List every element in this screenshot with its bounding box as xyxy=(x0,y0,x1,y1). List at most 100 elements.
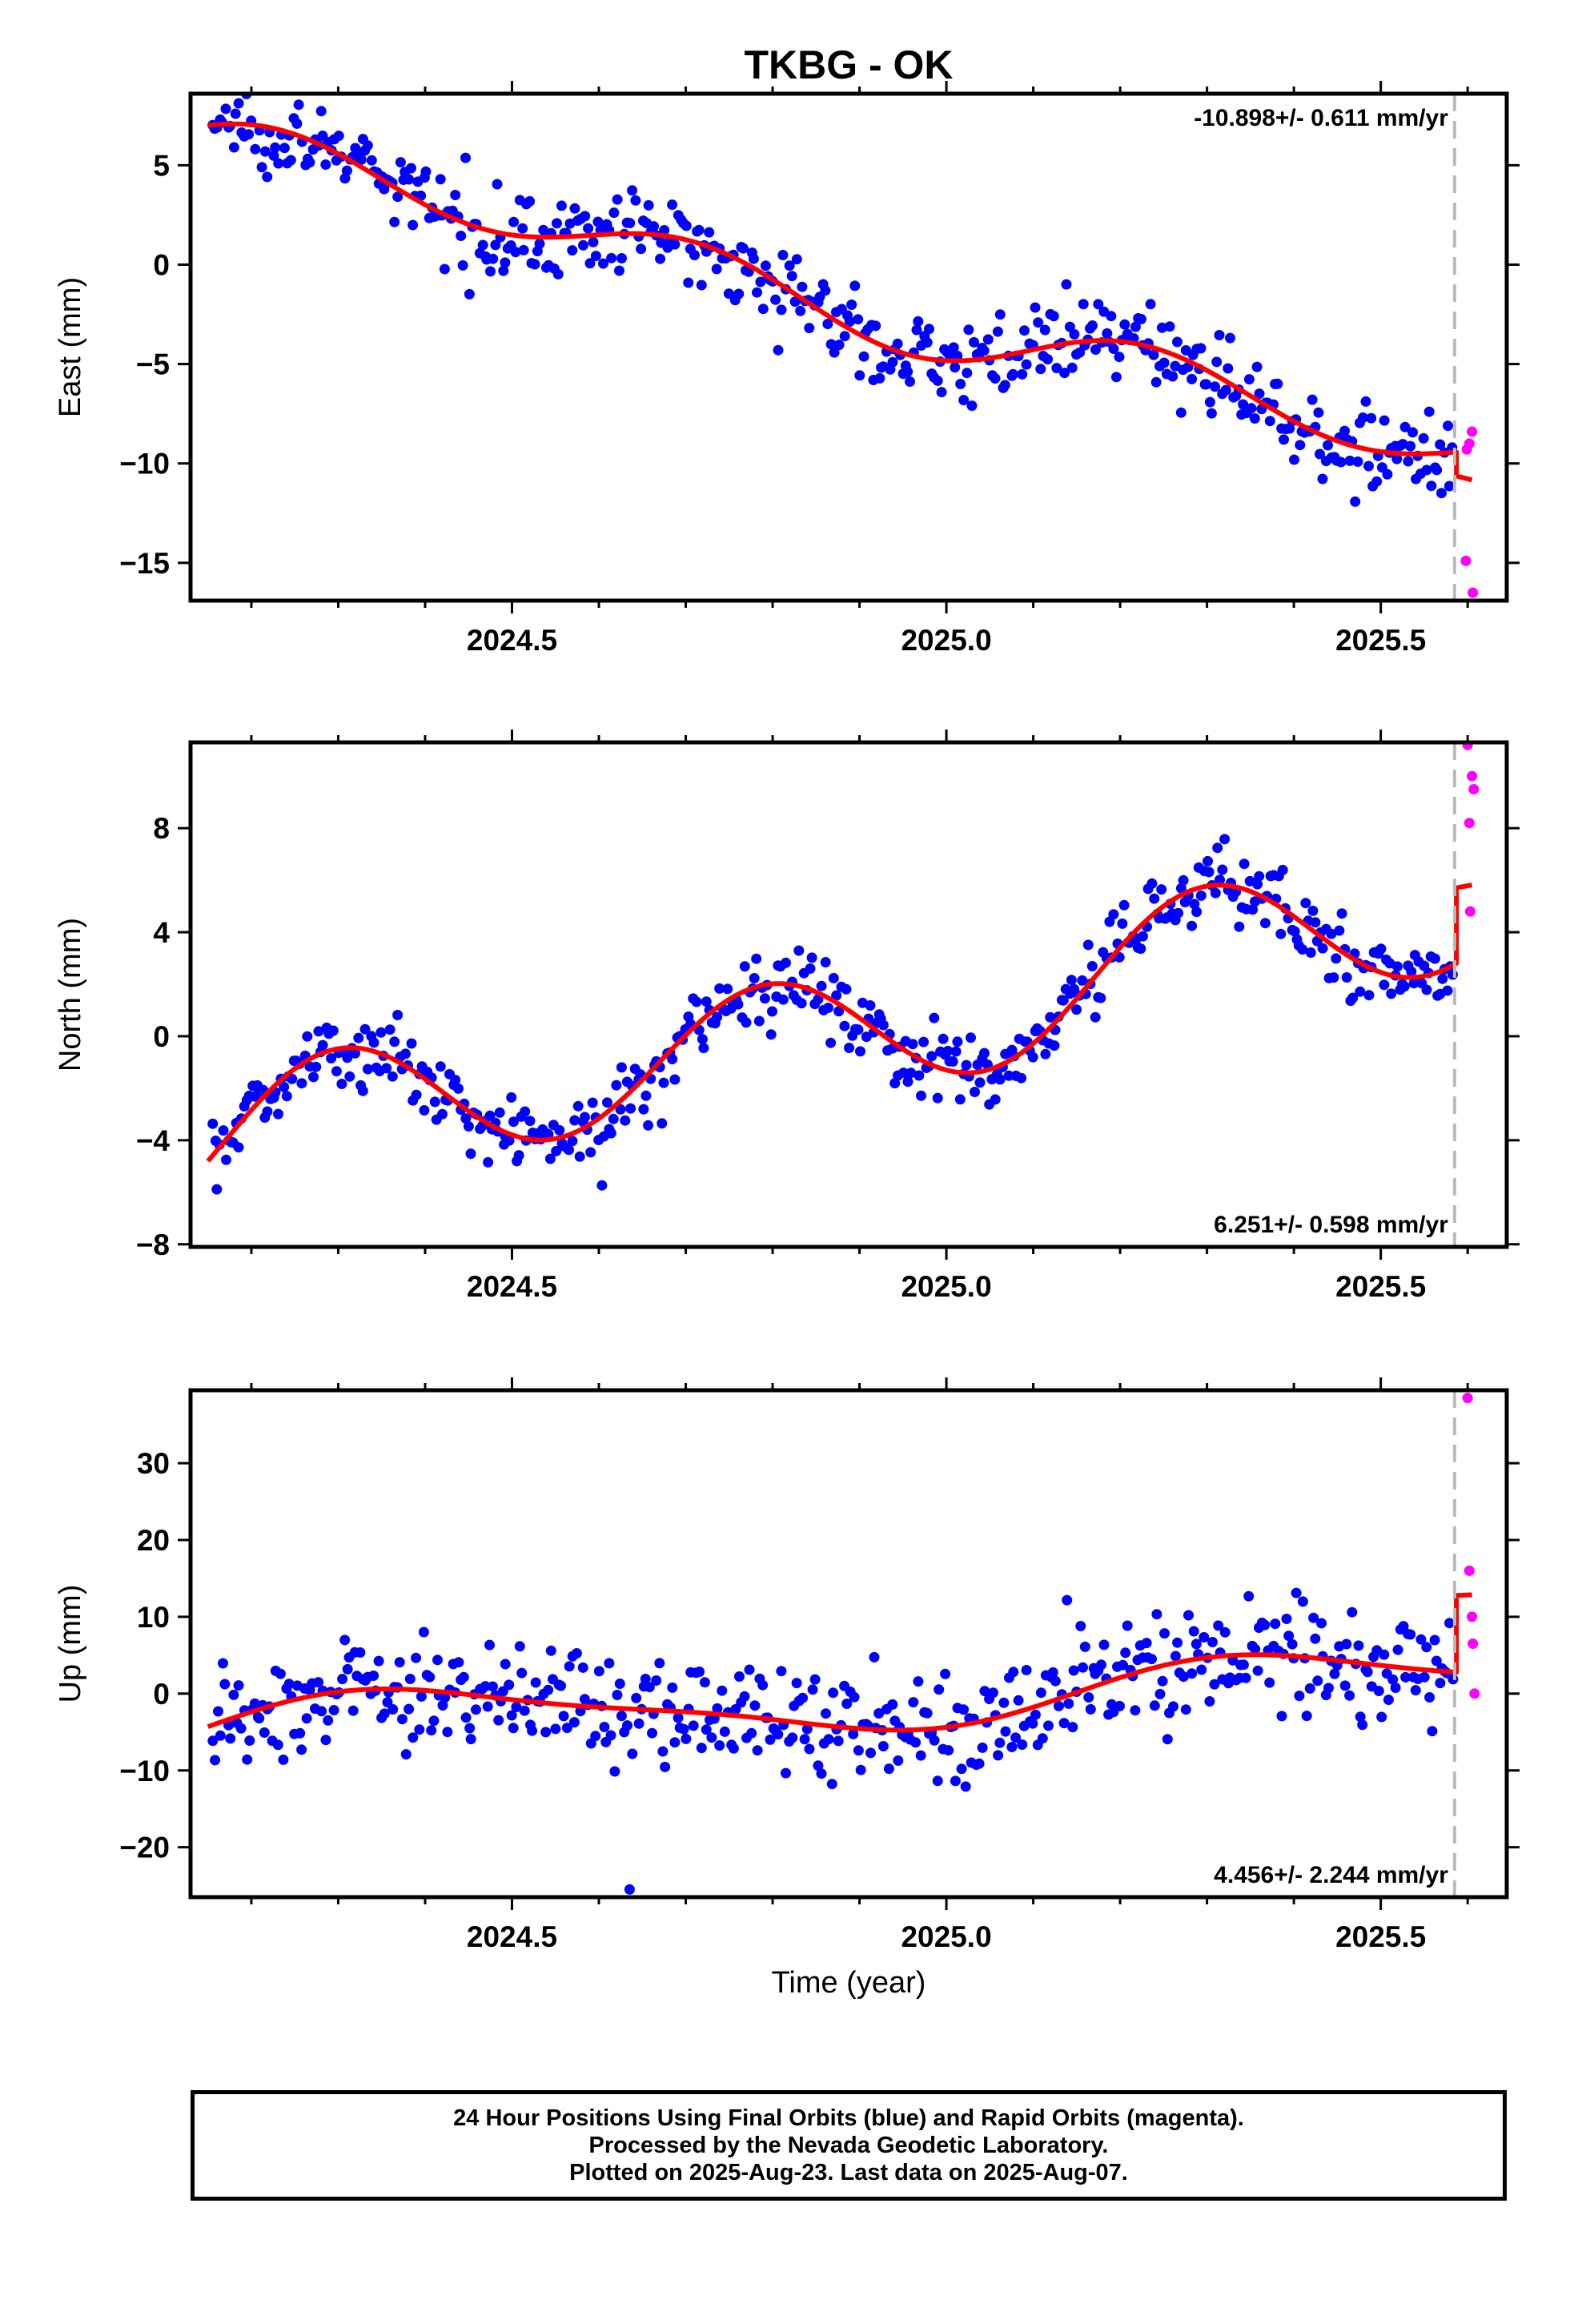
final-orbit-point xyxy=(593,1666,604,1677)
final-orbit-point xyxy=(1347,992,1359,1003)
panel-east: 2024.5 2025.0 2025.5 5 0 −5 −10 −15 East (mm) -10… xyxy=(54,81,1520,657)
final-orbit-point xyxy=(1360,396,1371,407)
final-orbit-point xyxy=(1423,406,1435,417)
final-orbit-point xyxy=(954,1094,966,1105)
final-orbit-point xyxy=(1329,1668,1340,1679)
final-orbit-point xyxy=(804,1743,815,1755)
final-orbit-point xyxy=(230,108,241,119)
final-orbit-point xyxy=(414,1724,425,1735)
final-orbit-point xyxy=(1341,972,1352,983)
final-orbit-point xyxy=(1017,1739,1028,1750)
final-orbit-point xyxy=(1304,1683,1315,1694)
y-tick-label: −8 xyxy=(136,1228,170,1261)
final-orbit-point xyxy=(759,993,770,1004)
final-orbit-point xyxy=(278,1754,289,1765)
final-orbit-point xyxy=(243,129,255,140)
final-orbit-point xyxy=(1118,899,1130,911)
final-orbit-point xyxy=(839,331,850,342)
footer-line-3: Plotted on 2025-Aug-23. Last data on 202… xyxy=(569,2160,1128,2185)
final-orbit-point xyxy=(1331,953,1342,964)
final-orbit-point xyxy=(588,236,599,247)
final-orbit-point xyxy=(207,1118,219,1129)
final-orbit-point xyxy=(1444,1618,1455,1629)
final-orbit-point xyxy=(1344,455,1355,466)
final-orbit-point xyxy=(1355,986,1366,997)
panel-up: 2024.5 2025.0 2025.5 30 20 10 0 −10 −20 Up (mm) 4.… xyxy=(54,1377,1520,1953)
final-orbit-point xyxy=(998,1697,1010,1708)
final-orbit-point xyxy=(609,1766,620,1777)
final-orbit-point xyxy=(1287,1638,1298,1650)
final-orbit-point xyxy=(608,207,620,219)
final-orbit-point xyxy=(1064,321,1075,332)
panel-frame xyxy=(188,740,1509,1249)
final-orbit-point xyxy=(615,1104,626,1115)
final-orbit-point xyxy=(1146,1654,1157,1665)
final-orbit-point xyxy=(624,1884,635,1895)
final-orbit-point xyxy=(1199,1632,1210,1642)
final-orbit-point xyxy=(844,1043,855,1053)
final-orbit-point xyxy=(308,1072,319,1083)
y-tick-label: 0 xyxy=(153,1678,170,1711)
y-tick-label: 30 xyxy=(137,1447,170,1480)
final-orbit-point xyxy=(630,195,641,206)
final-orbit-point xyxy=(1066,362,1078,373)
trend-model-line xyxy=(206,883,1473,1163)
final-orbit-point xyxy=(268,150,279,161)
final-orbit-point xyxy=(1305,947,1316,958)
final-orbit-point xyxy=(458,1671,469,1683)
final-orbit-point xyxy=(392,1010,404,1020)
final-orbit-point xyxy=(748,253,759,264)
final-orbit-point xyxy=(823,1003,833,1013)
final-orbit-point xyxy=(1203,866,1215,878)
final-orbit-point xyxy=(1334,925,1345,936)
final-orbit-point xyxy=(251,81,262,91)
final-orbit-point xyxy=(796,998,807,1009)
y-tick-label: −20 xyxy=(119,1831,170,1864)
final-orbit-point xyxy=(471,1704,481,1715)
final-orbit-point xyxy=(225,1733,236,1744)
final-orbit-point xyxy=(1037,1733,1048,1744)
final-orbit-point xyxy=(1210,887,1221,899)
final-orbit-point xyxy=(1210,381,1220,392)
final-orbit-point xyxy=(1407,427,1418,438)
final-orbit-point xyxy=(233,1680,244,1691)
final-orbit-point xyxy=(296,1078,307,1089)
final-orbit-point xyxy=(500,257,511,268)
final-orbit-point xyxy=(1033,317,1044,328)
final-orbit-point xyxy=(1264,1677,1275,1688)
final-orbit-point xyxy=(504,1135,515,1146)
final-orbit-point xyxy=(545,1645,556,1656)
final-orbit-point xyxy=(580,1112,590,1123)
final-orbit-point xyxy=(1170,1651,1181,1662)
final-orbit-point xyxy=(970,1087,980,1097)
final-orbit-point xyxy=(974,1758,985,1769)
final-orbit-point xyxy=(295,1727,306,1739)
final-orbit-point xyxy=(483,1156,494,1168)
rapid-orbit-point xyxy=(1467,426,1478,437)
final-orbit-point xyxy=(681,1733,692,1744)
final-orbit-point xyxy=(1426,480,1437,492)
final-orbit-point xyxy=(508,1116,519,1128)
final-orbit-point xyxy=(235,1723,247,1734)
final-orbit-point xyxy=(1339,1680,1351,1691)
final-orbit-point xyxy=(1149,1700,1160,1711)
final-orbit-point xyxy=(683,277,694,288)
final-orbit-point xyxy=(1238,399,1249,410)
final-orbit-point xyxy=(296,1744,307,1755)
final-orbit-point xyxy=(333,131,344,142)
final-orbit-point xyxy=(1328,972,1339,983)
final-orbit-point xyxy=(701,1724,712,1735)
final-orbit-point xyxy=(220,103,231,115)
final-orbit-point xyxy=(1281,1614,1292,1624)
final-orbit-point xyxy=(739,961,750,972)
final-orbit-point xyxy=(816,980,827,991)
final-orbit-point xyxy=(795,305,806,316)
final-orbit-point xyxy=(1120,1647,1131,1659)
final-orbit-point xyxy=(1373,1686,1384,1696)
final-orbit-point xyxy=(1295,440,1306,451)
final-orbit-point xyxy=(1035,1687,1046,1699)
final-orbit-point xyxy=(1405,440,1416,452)
final-orbit-point xyxy=(1118,1659,1128,1671)
final-orbit-point xyxy=(1250,1643,1261,1655)
final-orbit-point xyxy=(228,142,239,153)
